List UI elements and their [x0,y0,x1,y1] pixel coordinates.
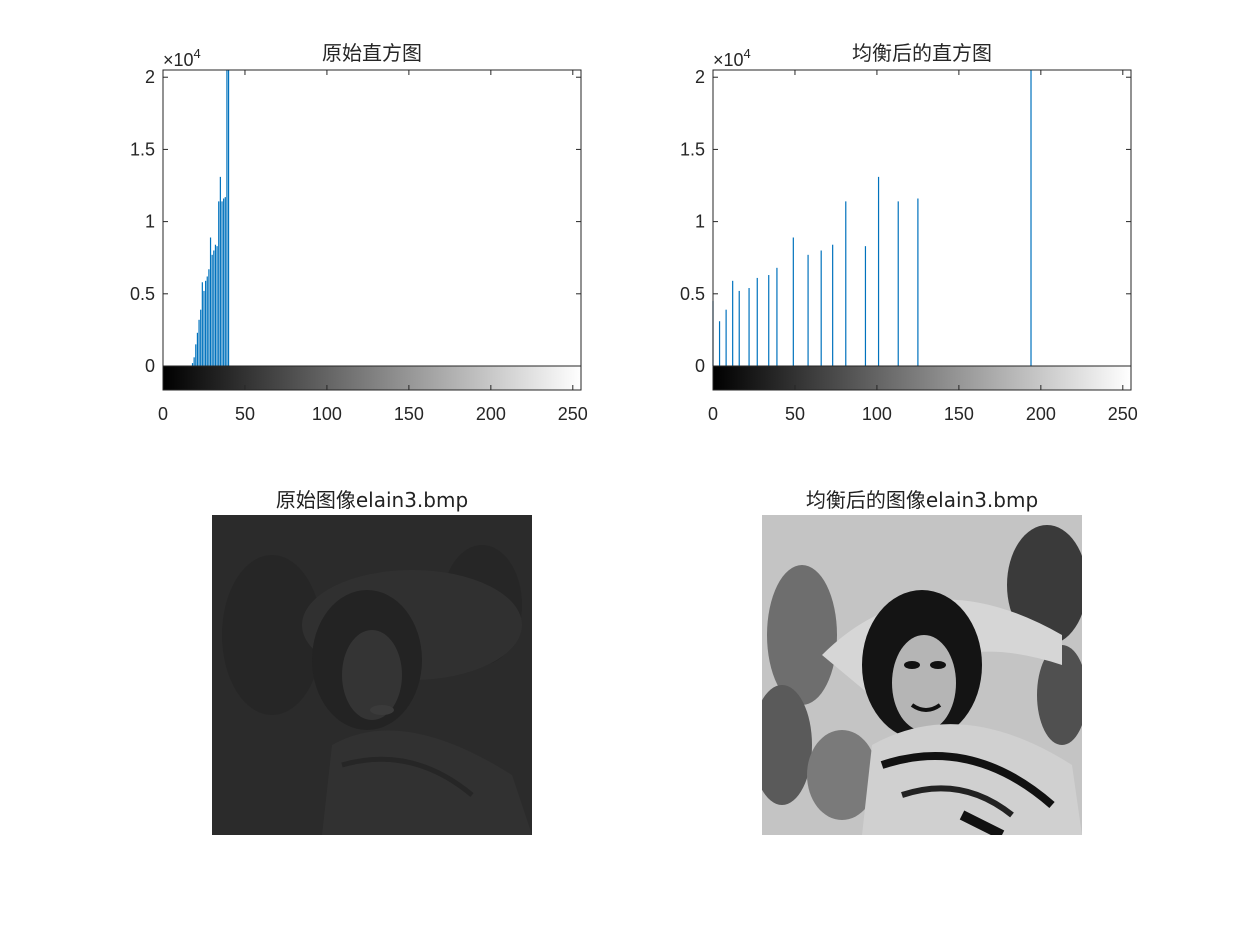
original-hist-xtick-label: 50 [235,404,255,424]
original-hist-ytick-label: 1 [145,212,155,232]
equalized-hist-axes-box [713,70,1131,390]
original-hist-colorbar [163,366,581,390]
equalized-hist-chart: 0 0.5 1 1.5 2 0 50 100 150 200 250 ×104 均衡后的直方图 [680,41,1138,424]
equalized-hist-xtick-label: 250 [1108,404,1138,424]
equalized-hist-title: 均衡后的直方图 [852,41,992,65]
equalized-hist-ytick-label: 0.5 [680,284,705,304]
original-hist-xtick-label: 0 [158,404,168,424]
equalized-hist-ytick-label: 1 [695,212,705,232]
original-image-title: 原始图像elain3.bmp [212,484,532,513]
original-hist-ytick-label: 1.5 [130,139,155,159]
equalized-hist-ytick-label: 2 [695,67,705,87]
equalized-image-title: 均衡后的图像elain3.bmp [762,484,1082,513]
original-hist-ytick-label: 0 [145,356,155,376]
equalized-image [762,515,1082,835]
original-image-picture [212,515,532,835]
original-hist-xtick-label: 100 [312,404,342,424]
equalized-image-picture [762,515,1082,835]
equalized-hist-exponent-label: ×104 [713,46,751,70]
equalized-hist-xtick-label: 0 [708,404,718,424]
equalized-hist-xtick-label: 200 [1026,404,1056,424]
equalized-hist-xtick-label: 50 [785,404,805,424]
equalized-hist-xtick-label: 100 [862,404,892,424]
original-hist-exponent-label: ×104 [163,46,201,70]
original-hist-xtick-label: 150 [394,404,424,424]
original-hist-ytick-label: 0.5 [130,284,155,304]
original-image [212,515,532,835]
equalized-hist-colorbar [713,366,1131,390]
original-hist-title: 原始直方图 [322,41,422,65]
equalized-hist-ytick-label: 1.5 [680,139,705,159]
original-hist-chart: 0 0.5 1 1.5 2 0 50 100 150 200 250 ×104 原始直方图 [130,41,588,424]
original-hist-xtick-label: 200 [476,404,506,424]
original-hist-ytick-label: 2 [145,67,155,87]
original-hist-xtick-label: 250 [558,404,588,424]
equalized-hist-ytick-label: 0 [695,356,705,376]
equalized-hist-xtick-label: 150 [944,404,974,424]
